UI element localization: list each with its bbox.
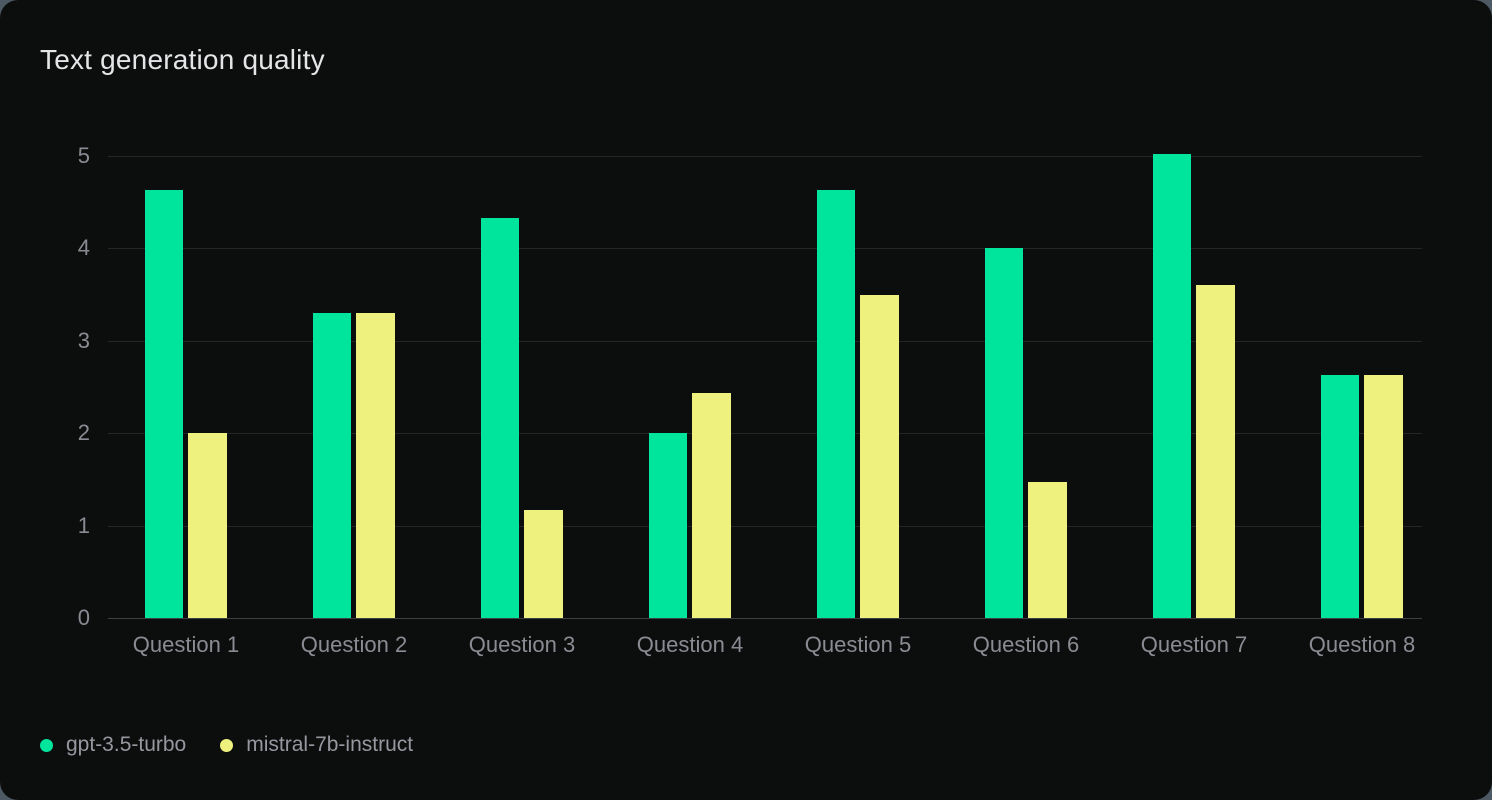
bar-gpt-3-5-turbo-question-2 bbox=[313, 313, 351, 618]
bar-gpt-3-5-turbo-question-3 bbox=[481, 217, 519, 618]
x-tick-label-question-3: Question 3 bbox=[468, 632, 576, 657]
x-tick-label-question-1: Question 1 bbox=[132, 632, 240, 657]
gridline-y-2 bbox=[108, 433, 1422, 435]
bar-gpt-3-5-turbo-question-6 bbox=[985, 248, 1023, 618]
bar-gpt-3-5-turbo-question-4 bbox=[649, 433, 687, 618]
bar-mistral-7b-instruct-question-1 bbox=[188, 433, 227, 618]
bar-mistral-7b-instruct-question-4 bbox=[692, 393, 731, 618]
gridline-y-3 bbox=[108, 340, 1422, 342]
bar-mistral-7b-instruct-question-3 bbox=[524, 509, 563, 618]
bar-gpt-3-5-turbo-question-8 bbox=[1321, 375, 1359, 618]
gridline-y-1 bbox=[108, 525, 1422, 527]
legend-item-mistral-7b-instruct[interactable]: mistral-7b-instruct bbox=[220, 733, 413, 757]
x-tick-label-question-4: Question 4 bbox=[636, 632, 744, 657]
legend-item-gpt-3-5-turbo[interactable]: gpt-3.5-turbo bbox=[40, 733, 186, 757]
gridline-y-5 bbox=[108, 156, 1422, 157]
chart-title: Text generation quality bbox=[40, 44, 325, 75]
x-tick-label-question-6: Question 6 bbox=[972, 632, 1080, 657]
bar-mistral-7b-instruct-question-8 bbox=[1364, 375, 1403, 618]
bar-gpt-3-5-turbo-question-5 bbox=[817, 190, 855, 618]
y-tick-label-4: 4 bbox=[77, 235, 90, 261]
bar-gpt-3-5-turbo-question-7 bbox=[1153, 154, 1191, 618]
bar-mistral-7b-instruct-question-2 bbox=[356, 313, 395, 618]
y-tick-label-2: 2 bbox=[77, 420, 90, 446]
x-tick-label-question-8: Question 8 bbox=[1308, 632, 1416, 657]
legend-dot-mistral-7b-instruct bbox=[220, 738, 234, 752]
legend: gpt-3.5-turbo mistral-7b-instruct bbox=[40, 733, 413, 757]
gridline-y-4 bbox=[108, 248, 1422, 250]
legend-dot-gpt-3-5-turbo bbox=[40, 738, 53, 752]
bar-gpt-3-5-turbo-question-1 bbox=[145, 190, 183, 618]
bar-mistral-7b-instruct-question-6 bbox=[1028, 482, 1067, 618]
y-tick-label-1: 1 bbox=[77, 512, 90, 538]
y-tick-label-3: 3 bbox=[77, 327, 90, 353]
legend-label-gpt-3-5-turbo: gpt-3.5-turbo bbox=[66, 733, 187, 756]
y-tick-label-5: 5 bbox=[77, 143, 90, 168]
x-tick-label-question-2: Question 2 bbox=[300, 632, 408, 657]
bar-mistral-7b-instruct-question-7 bbox=[1196, 285, 1235, 618]
legend-label-mistral-7b-instruct: mistral-7b-instruct bbox=[246, 733, 414, 756]
y-tick-label-0: 0 bbox=[77, 605, 90, 630]
x-axis-line bbox=[108, 618, 1422, 619]
x-tick-label-question-5: Question 5 bbox=[804, 632, 912, 657]
bar-mistral-7b-instruct-question-5 bbox=[860, 294, 899, 618]
bar-chart-plot bbox=[108, 154, 1422, 619]
x-tick-label-question-7: Question 7 bbox=[1140, 632, 1248, 657]
